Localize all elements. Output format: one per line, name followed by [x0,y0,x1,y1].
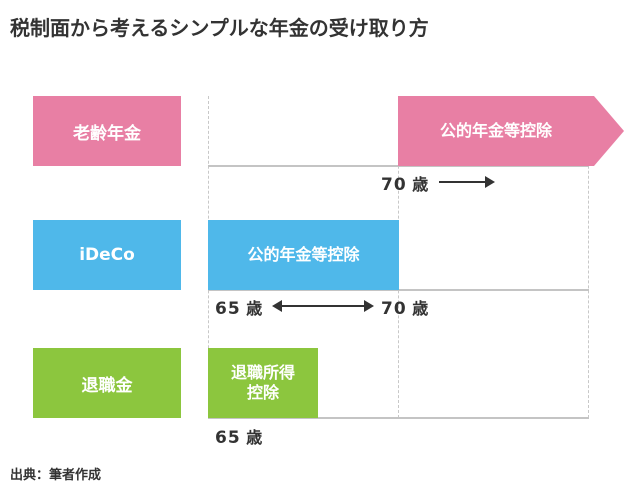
old-age-pension-deduction-label: 公的年金等控除 [439,121,552,140]
row-3-age-65: 65 歳 [215,424,262,448]
row-1-baseline [208,165,589,167]
end-guide-line [588,96,589,418]
row-1-age-70: 70 歳 [381,171,428,195]
row-label-ideco: iDeCo [33,220,181,290]
double-arrow-icon [272,300,374,312]
source-note: 出典：筆者作成 [10,468,102,483]
row-2-age-65: 65 歳 [215,295,262,319]
age-number: 70 [381,175,407,195]
ideco-deduction-bar: 公的年金等控除 [208,220,399,290]
age-unit: 歳 [246,299,263,318]
row-label-retirement-allowance: 退職金 [33,348,181,418]
age-unit: 歳 [412,299,429,318]
age-unit: 歳 [246,428,263,447]
age-number: 70 [381,299,407,319]
page-title: 税制面から考えるシンプルな年金の受け取り方 [10,16,429,40]
age-number: 65 [215,299,241,319]
bar-label-line-2: 控除 [246,383,279,402]
row-3-baseline [208,417,589,419]
row-2-baseline [208,289,589,291]
retirement-income-deduction-bar: 退職所得 控除 [208,348,318,418]
row-label-old-age-pension: 老齢年金 [33,96,181,166]
age-number: 65 [215,428,241,448]
right-arrow-icon [439,176,495,188]
row-2-age-70: 70 歳 [381,295,428,319]
bar-label-line-1: 退職所得 [230,363,295,382]
age-unit: 歳 [412,175,429,194]
old-age-pension-deduction-arrow-bar [398,96,624,166]
